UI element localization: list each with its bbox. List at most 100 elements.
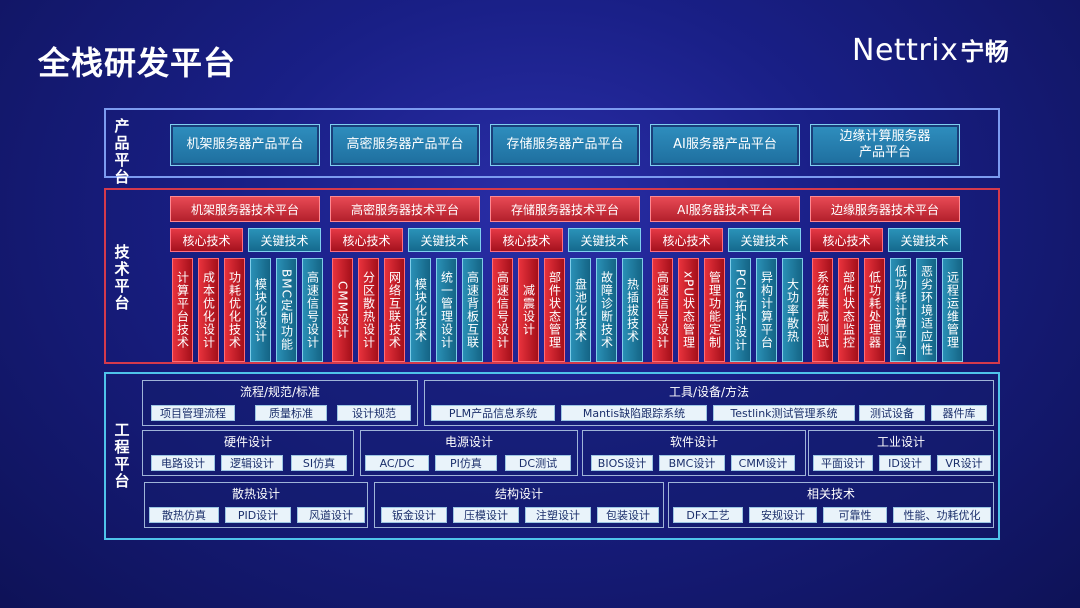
eng-group-title: 电源设计	[444, 435, 493, 449]
eng-platform-label: 工程平台	[114, 421, 130, 490]
product-box: 机架服务器产品平台	[170, 124, 320, 166]
eng-group-title: 散热设计	[231, 487, 280, 501]
eng-item: 性能、功耗优化	[893, 507, 991, 523]
eng-item: DC测试	[505, 455, 571, 471]
page-title: 全栈研发平台	[38, 44, 237, 82]
core-tech-header: 核心技术	[330, 228, 403, 252]
key-tech-item: 恶劣环境适应性	[916, 258, 937, 362]
key-tech-item: 故障诊断技术	[596, 258, 617, 362]
eng-group: 流程/规范/标准 项目管理流程 质量标准 设计规范	[142, 380, 418, 426]
eng-group-title: 工具/设备/方法	[668, 385, 750, 399]
eng-group: 硬件设计 电路设计 逻辑设计 SI仿真	[142, 430, 354, 476]
tech-column-title: AI服务器技术平台	[650, 196, 800, 222]
key-tech-header: 关键技术	[728, 228, 801, 252]
core-tech-item: 网络互联技术	[384, 258, 405, 362]
eng-item: SI仿真	[291, 455, 347, 471]
key-tech-item: 热插拔技术	[622, 258, 643, 362]
key-tech-item: 异构计算平台	[756, 258, 777, 362]
key-tech-header: 关键技术	[248, 228, 321, 252]
core-tech-header: 核心技术	[170, 228, 243, 252]
eng-item: VR设计	[937, 455, 991, 471]
key-tech-item: 高速背板互联	[462, 258, 483, 362]
eng-item: 包装设计	[597, 507, 659, 523]
eng-group-title: 结构设计	[494, 487, 543, 501]
tech-platform-label: 技术平台	[114, 243, 130, 312]
eng-item: 平面设计	[813, 455, 873, 471]
eng-item: 器件库	[931, 405, 987, 421]
key-tech-header: 关键技术	[568, 228, 641, 252]
core-tech-item: 系统集成测试	[812, 258, 833, 362]
logo-brand: Nettrix	[852, 33, 959, 68]
core-tech-item: 成本优化设计	[198, 258, 219, 362]
eng-item: 可靠性	[823, 507, 887, 523]
eng-item: PLM产品信息系统	[431, 405, 555, 421]
eng-item: ID设计	[879, 455, 931, 471]
tech-column-title: 机架服务器技术平台	[170, 196, 320, 222]
key-tech-header: 关键技术	[408, 228, 481, 252]
core-tech-item: 计算平台技术	[172, 258, 193, 362]
logo-cn: 宁畅	[960, 38, 1010, 66]
product-box: AI服务器产品平台	[650, 124, 800, 166]
core-tech-item: 部件状态监控	[838, 258, 859, 362]
key-tech-item: 高速信号设计	[302, 258, 323, 362]
eng-item: BMC设计	[659, 455, 725, 471]
core-tech-item: 高速信号设计	[652, 258, 673, 362]
core-tech-item: CMM设计	[332, 258, 353, 362]
eng-group: 工具/设备/方法 PLM产品信息系统 Mantis缺陷跟踪系统 Testlink测试管…	[424, 380, 994, 426]
eng-group-title: 硬件设计	[223, 435, 272, 449]
product-box: 边缘计算服务器产品平台	[810, 124, 960, 166]
eng-item: PID设计	[225, 507, 291, 523]
product-platform-section: 产品平台 机架服务器产品平台 高密服务器产品平台 存储服务器产品平台 AI服务器…	[104, 108, 1000, 186]
core-tech-header: 核心技术	[810, 228, 883, 252]
eng-group-title: 相关技术	[806, 487, 855, 501]
core-tech-item: xPU状态管理	[678, 258, 699, 362]
eng-item: 风道设计	[297, 507, 365, 523]
eng-item: 测试设备	[859, 405, 925, 421]
eng-item: BIOS设计	[591, 455, 653, 471]
key-tech-item: BMC定制功能	[276, 258, 297, 362]
core-tech-header: 核心技术	[490, 228, 563, 252]
eng-item: 设计规范	[337, 405, 411, 421]
eng-group: 相关技术 DFx工艺 安规设计 可靠性 性能、功耗优化	[668, 482, 994, 528]
core-tech-header: 核心技术	[650, 228, 723, 252]
eng-item: 钣金设计	[381, 507, 447, 523]
key-tech-item: 低功耗计算平台	[890, 258, 911, 362]
eng-item: PI仿真	[435, 455, 497, 471]
eng-group: 散热设计 散热仿真 PID设计 风道设计	[144, 482, 368, 528]
eng-group-title: 工业设计	[876, 435, 925, 449]
eng-item: DFx工艺	[673, 507, 743, 523]
eng-platform-section: 工程平台 流程/规范/标准 项目管理流程 质量标准 设计规范 工具/设备/方法 PLM产品…	[104, 372, 1000, 540]
product-box: 存储服务器产品平台	[490, 124, 640, 166]
eng-group-title: 软件设计	[669, 435, 718, 449]
eng-item: 散热仿真	[149, 507, 219, 523]
eng-group-title: 流程/规范/标准	[239, 385, 321, 399]
eng-item: Mantis缺陷跟踪系统	[561, 405, 707, 421]
eng-item: 质量标准	[255, 405, 327, 421]
eng-item: Testlink测试管理系统	[713, 405, 855, 421]
key-tech-item: 盘池化技术	[570, 258, 591, 362]
key-tech-item: 模块化技术	[410, 258, 431, 362]
core-tech-item: 减震设计	[518, 258, 539, 362]
eng-item: 注塑设计	[525, 507, 591, 523]
eng-item: 安规设计	[749, 507, 817, 523]
eng-item: CMM设计	[731, 455, 795, 471]
product-platform-label: 产品平台	[114, 117, 130, 186]
key-tech-item: PCIe拓扑设计	[730, 258, 751, 362]
tech-column-title: 边缘服务器技术平台	[810, 196, 960, 222]
key-tech-item: 远程运维管理	[942, 258, 963, 362]
key-tech-item: 模块化设计	[250, 258, 271, 362]
core-tech-item: 功耗优化技术	[224, 258, 245, 362]
eng-item: 电路设计	[151, 455, 215, 471]
tech-column-title: 高密服务器技术平台	[330, 196, 480, 222]
eng-item: 逻辑设计	[221, 455, 283, 471]
core-tech-item: 部件状态管理	[544, 258, 565, 362]
nettrix-logo: Nettrix宁畅	[852, 32, 1009, 68]
tech-platform-section: 技术平台 机架服务器技术平台 核心技术 关键技术 计算平台技术 成本优化设计 功耗优化技术…	[104, 188, 1000, 364]
eng-item: 项目管理流程	[151, 405, 235, 421]
product-box: 高密服务器产品平台	[330, 124, 480, 166]
core-tech-item: 低功耗处理器	[864, 258, 885, 362]
core-tech-item: 管理功能定制	[704, 258, 725, 362]
eng-group: 结构设计 钣金设计 压模设计 注塑设计 包装设计	[374, 482, 664, 528]
key-tech-header: 关键技术	[888, 228, 961, 252]
eng-item: AC/DC	[365, 455, 429, 471]
